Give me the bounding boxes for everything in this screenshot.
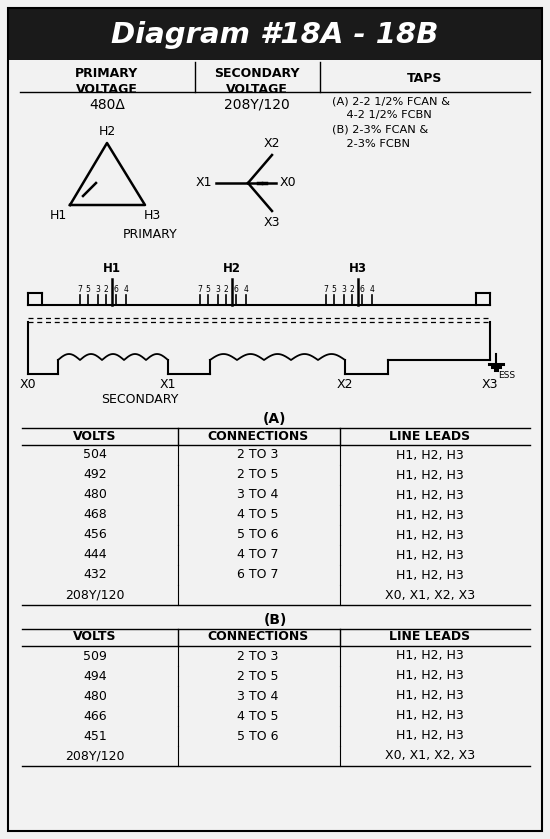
Text: 4 TO 7: 4 TO 7 [237,549,279,561]
Text: X0: X0 [280,176,296,190]
Text: 6 TO 7: 6 TO 7 [237,569,279,581]
Text: 451: 451 [83,729,107,743]
Text: LINE LEADS: LINE LEADS [389,430,471,442]
Text: H1, H2, H3: H1, H2, H3 [396,508,464,522]
Text: H3: H3 [349,262,367,275]
Text: 3: 3 [342,285,346,294]
Text: 444: 444 [83,549,107,561]
Text: 4 TO 5: 4 TO 5 [237,710,279,722]
Text: H1, H2, H3: H1, H2, H3 [396,549,464,561]
Bar [8,8,542,60]
Text: 208Y/120: 208Y/120 [65,588,125,602]
Text: 2 TO 3: 2 TO 3 [237,649,279,663]
Text: 3 TO 4: 3 TO 4 [237,690,279,702]
Text: H1, H2, H3: H1, H2, H3 [396,729,464,743]
Text: 2: 2 [103,285,108,294]
Text: SECONDARY: SECONDARY [101,393,179,406]
Text: Diagram #18A - 18B: Diagram #18A - 18B [111,21,439,49]
Text: 2: 2 [224,285,228,294]
Text: 5 TO 6: 5 TO 6 [237,529,279,541]
Text: (A): (A) [263,412,287,426]
Text: PRIMARY: PRIMARY [123,228,177,241]
Text: (A) 2-2 1/2% FCAN &
    4-2 1/2% FCBN
(B) 2-3% FCAN &
    2-3% FCBN: (A) 2-2 1/2% FCAN & 4-2 1/2% FCBN (B) 2-… [332,96,450,149]
Text: H1, H2, H3: H1, H2, H3 [396,468,464,482]
Text: H1: H1 [103,262,121,275]
Text: 2 TO 3: 2 TO 3 [237,449,279,461]
Text: LINE LEADS: LINE LEADS [389,630,471,644]
Text: X0, X1, X2, X3: X0, X1, X2, X3 [385,749,475,763]
Text: 4 TO 5: 4 TO 5 [237,508,279,522]
Text: 432: 432 [83,569,107,581]
Text: 480: 480 [83,690,107,702]
Text: H1, H2, H3: H1, H2, H3 [396,488,464,502]
Text: 4: 4 [370,285,375,294]
Text: 6: 6 [234,285,239,294]
Text: 3: 3 [216,285,221,294]
Text: VOLTS: VOLTS [73,430,117,442]
Text: X2: X2 [337,378,353,391]
Text: CONNECTIONS: CONNECTIONS [207,430,309,442]
Text: 208Y/120: 208Y/120 [65,749,125,763]
Text: 504: 504 [83,449,107,461]
Text: X3: X3 [264,216,280,229]
Text: X1: X1 [160,378,176,391]
Text: 480Δ: 480Δ [89,98,125,112]
Text: 3: 3 [96,285,101,294]
Text: 509: 509 [83,649,107,663]
Text: PRIMARY
VOLTAGE: PRIMARY VOLTAGE [75,67,139,96]
Text: SECONDARY
VOLTAGE: SECONDARY VOLTAGE [214,67,300,96]
Text: H1, H2, H3: H1, H2, H3 [396,710,464,722]
Text: 2: 2 [350,285,354,294]
Text: H1, H2, H3: H1, H2, H3 [396,569,464,581]
Text: VOLTS: VOLTS [73,630,117,644]
Text: H3: H3 [144,209,161,222]
Text: H2: H2 [98,125,116,138]
Text: 4: 4 [244,285,249,294]
Text: H1, H2, H3: H1, H2, H3 [396,649,464,663]
Text: 7: 7 [323,285,328,294]
Text: 466: 466 [83,710,107,722]
Text: X1: X1 [195,176,212,190]
Text: 6: 6 [360,285,365,294]
Text: H1, H2, H3: H1, H2, H3 [396,690,464,702]
Text: 4: 4 [124,285,129,294]
Text: CONNECTIONS: CONNECTIONS [207,630,309,644]
Text: 2 TO 5: 2 TO 5 [237,670,279,682]
Text: 5: 5 [332,285,337,294]
Text: 480: 480 [83,488,107,502]
Text: 456: 456 [83,529,107,541]
Text: 3 TO 4: 3 TO 4 [237,488,279,502]
Text: H1: H1 [50,209,67,222]
Text: 494: 494 [83,670,107,682]
Text: X2: X2 [264,137,280,150]
Text: H1, H2, H3: H1, H2, H3 [396,449,464,461]
Text: 6: 6 [113,285,118,294]
Text: X0, X1, X2, X3: X0, X1, X2, X3 [385,588,475,602]
Text: 208Y/120: 208Y/120 [224,98,290,112]
Text: X3: X3 [482,378,498,391]
Text: (B): (B) [263,613,287,627]
Text: 7: 7 [197,285,202,294]
Text: TAPS: TAPS [408,72,443,85]
Text: 5: 5 [206,285,211,294]
Text: 5: 5 [86,285,90,294]
Text: 468: 468 [83,508,107,522]
Text: 7: 7 [78,285,82,294]
Text: 5 TO 6: 5 TO 6 [237,729,279,743]
Text: H1, H2, H3: H1, H2, H3 [396,670,464,682]
Text: ESS: ESS [498,371,515,380]
Text: X0: X0 [20,378,36,391]
Text: H2: H2 [223,262,241,275]
Text: 2 TO 5: 2 TO 5 [237,468,279,482]
Text: H1, H2, H3: H1, H2, H3 [396,529,464,541]
Text: 492: 492 [83,468,107,482]
